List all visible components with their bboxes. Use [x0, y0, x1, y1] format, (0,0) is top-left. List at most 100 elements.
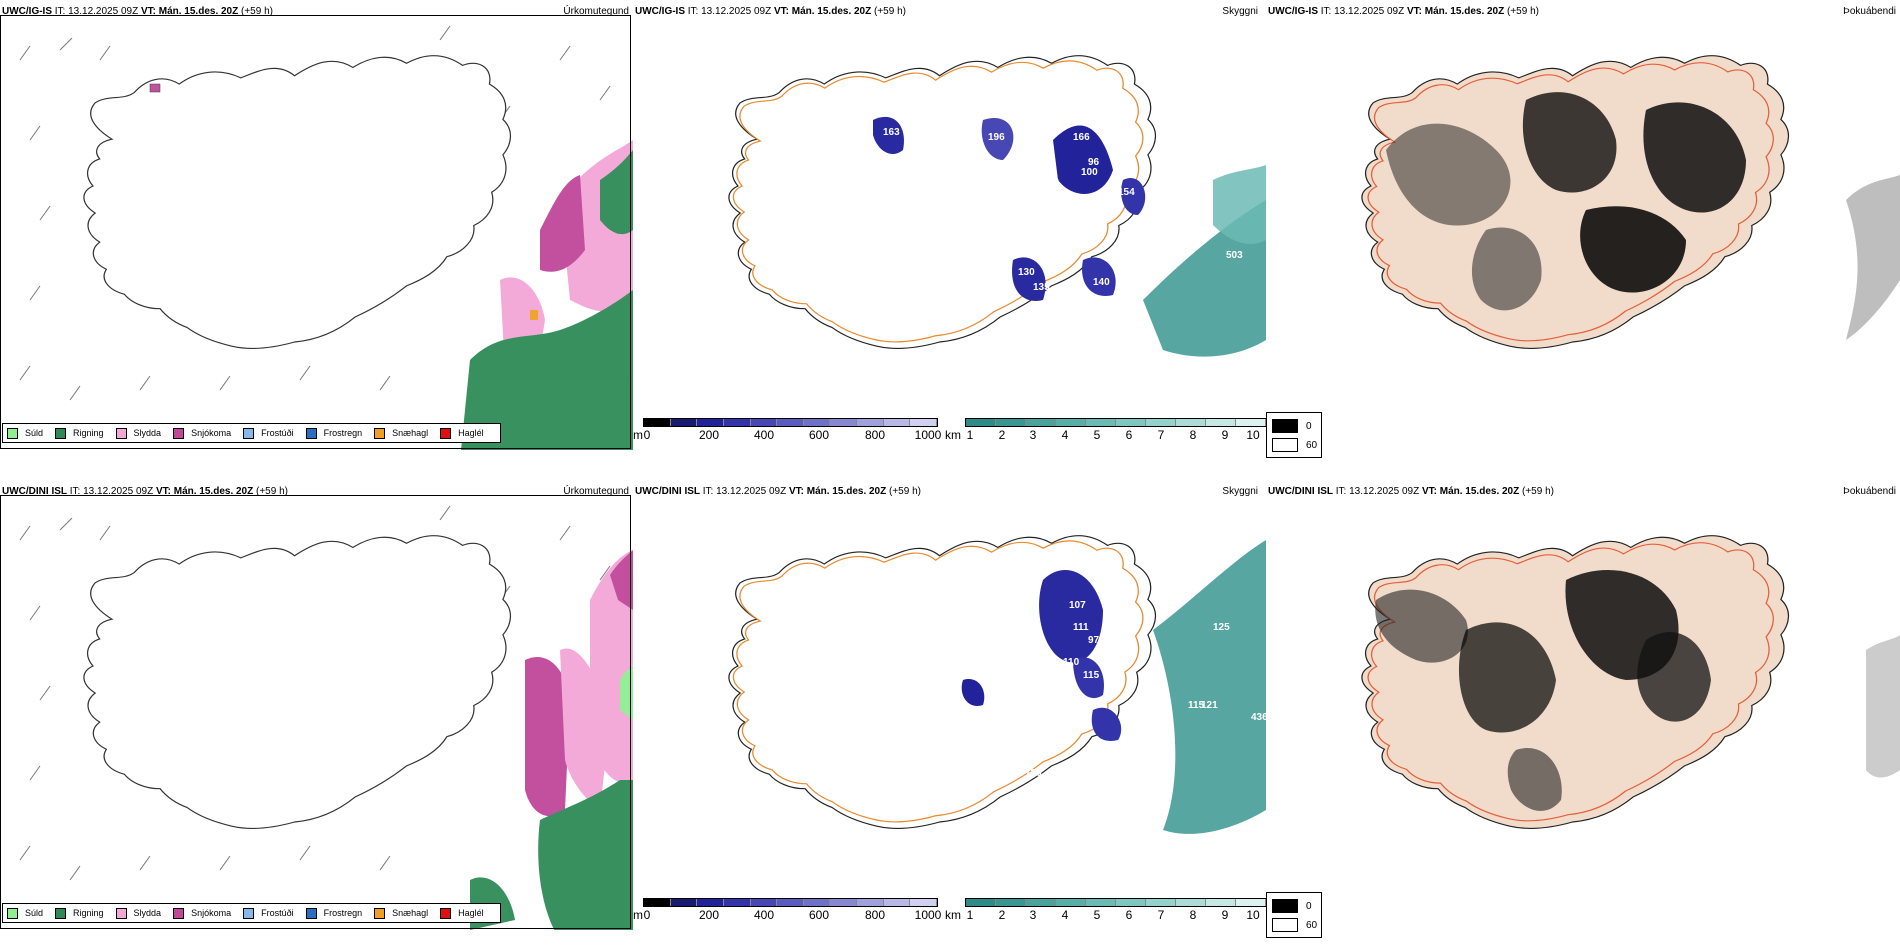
- legend-swatch: [115, 907, 127, 919]
- precip-map-bottom: [19, 505, 633, 930]
- cloud-label: 115: [1083, 670, 1100, 681]
- cloud-labels: 163 144 196 166 96 90 100 154 177 112 85…: [843, 127, 1243, 308]
- legend-item: Snjókoma: [173, 907, 231, 919]
- cloud-label: 107: [1069, 600, 1086, 611]
- cloud-label: 68: [1053, 297, 1065, 308]
- legend-item: Snjókoma: [173, 427, 231, 439]
- cloud-base-unit: m: [633, 428, 643, 442]
- fog-panel-top: UWC/IG-IS IT: 13.12.2025 09Z VT: Mán. 15…: [1266, 0, 1900, 450]
- vbar-tick: 6: [1125, 428, 1133, 442]
- vbar-tick: 1: [966, 908, 974, 922]
- cloud-label: 154: [1118, 187, 1135, 198]
- vbar-tick: 10: [1246, 428, 1260, 442]
- cbar-tick: 1000: [914, 428, 942, 442]
- legend-swatch: [440, 427, 452, 439]
- cbar-tick: 200: [698, 908, 720, 922]
- cloud-map-bottom: 107 111 97 110 125 115 106 115 121 102 1…: [728, 535, 1266, 834]
- cloud-label: 121: [1201, 700, 1218, 711]
- cloud-label: 111: [1073, 622, 1089, 633]
- cloud-labels: 107 111 97 110 125 115 106 115 121 102 1…: [993, 600, 1266, 779]
- panel-header: UWC/IG-IS IT: 13.12.2025 09Z VT: Mán. 15…: [1268, 6, 1539, 17]
- fog-legend-swatch: [1272, 419, 1298, 433]
- legend-item: Rigning: [55, 427, 104, 439]
- fog-map-bottom: [1361, 535, 1900, 829]
- cloud-label: 115: [1188, 700, 1205, 711]
- precip-panel-bottom: UWC/DINI ISL IT: 13.12.2025 09Z VT: Mán.…: [0, 480, 633, 930]
- vbar-tick: 6: [1125, 908, 1133, 922]
- cbar-tick: 800: [864, 908, 886, 922]
- fog-legend-item: 0: [1272, 899, 1312, 913]
- cloud-label: 503: [1226, 250, 1243, 261]
- cloud-label: 130: [1025, 768, 1042, 779]
- precip-fields: [149, 83, 633, 450]
- legend-swatch: [7, 427, 18, 439]
- vbar-tick: 2: [998, 428, 1006, 442]
- cbar-tick: 600: [808, 908, 830, 922]
- cbar-tick: 0: [643, 908, 651, 922]
- legend-swatch: [55, 907, 67, 919]
- legend-swatch: [173, 907, 185, 919]
- precip-panel-top: UWC/IG-IS IT: 13.12.2025 09Z VT: Mán. 15…: [0, 0, 633, 450]
- legend-swatch: [55, 427, 67, 439]
- fog-legend-item: 60: [1272, 918, 1317, 932]
- vbar-tick: 7: [1157, 908, 1165, 922]
- legend-item: Frostregn: [305, 907, 362, 919]
- iceland-outline: [728, 55, 1157, 349]
- cloud-label: 112: [946, 245, 963, 256]
- vbar-tick: 8: [1189, 908, 1197, 922]
- legend-item: Frostúði: [243, 907, 294, 919]
- fog-legend-swatch: [1272, 438, 1298, 452]
- legend-item: Snæhagl: [374, 427, 428, 439]
- visibility-unit: km: [945, 428, 961, 442]
- legend-swatch: [440, 907, 452, 919]
- legend-swatch: [7, 907, 18, 919]
- vbar-tick: 4: [1061, 908, 1069, 922]
- cloud-label: 140: [1093, 277, 1110, 288]
- panel-header: UWC/DINI ISL IT: 13.12.2025 09Z VT: Mán.…: [635, 486, 921, 497]
- cloud-base-unit: m: [633, 908, 643, 922]
- legend-swatch: [243, 907, 255, 919]
- cloud-label: 130: [1018, 267, 1035, 278]
- cloud-label: 90: [1048, 177, 1060, 188]
- cloud-base-fields: [873, 116, 1266, 357]
- cbar-tick: 0: [643, 428, 651, 442]
- fog-legend-bottom: 0 60: [1266, 892, 1322, 938]
- fog-legend-item: 60: [1272, 438, 1317, 452]
- legend-item: Súld: [7, 427, 43, 439]
- fog-map-top: [1361, 55, 1900, 349]
- cbar-tick: 1000: [914, 908, 942, 922]
- cloud-panel-bottom: 107 111 97 110 125 115 106 115 121 102 1…: [633, 480, 1266, 930]
- panel-title: Skyggni: [1222, 486, 1258, 497]
- cbar-tick: 400: [753, 428, 775, 442]
- vbar-tick: 4: [1061, 428, 1069, 442]
- fog-panel-bottom: UWC/DINI ISL IT: 13.12.2025 09Z VT: Mán.…: [1266, 480, 1900, 930]
- legend-item: Súld: [7, 907, 43, 919]
- panel-header: UWC/IG-IS IT: 13.12.2025 09Z VT: Mán. 15…: [2, 6, 273, 17]
- legend-swatch: [305, 427, 317, 439]
- cloud-label: 144: [943, 127, 960, 138]
- cloud-label: 177: [843, 210, 860, 221]
- legend-swatch: [374, 427, 386, 439]
- legend-item: Haglél: [440, 427, 484, 439]
- cloud-label: 110: [1063, 657, 1080, 668]
- fog-fields: [1375, 570, 1900, 811]
- vbar-tick: 10: [1246, 908, 1260, 922]
- iceland-outline: [83, 55, 512, 349]
- cloud-label: 166: [1073, 132, 1090, 143]
- visibility-unit: km: [945, 908, 961, 922]
- panel-title: Úrkomutegund: [563, 486, 629, 497]
- precip-map-top: [19, 25, 633, 450]
- cloud-label: 85: [1119, 262, 1131, 273]
- cloud-label: 100: [1081, 167, 1098, 178]
- panel-title: Skyggni: [1222, 6, 1258, 17]
- vbar-tick: 5: [1093, 908, 1101, 922]
- panel-title: Þokuábendi: [1843, 6, 1896, 17]
- legend-item: Snæhagl: [374, 907, 428, 919]
- cloud-label: 196: [988, 132, 1005, 143]
- fog-legend-swatch: [1272, 899, 1298, 913]
- visibility-colorbar: km 1 2 3 4 5 6 7 8 9 10: [945, 898, 1266, 926]
- vbar-tick: 1: [966, 428, 974, 442]
- cloud-label: 163: [883, 127, 900, 138]
- cloud-label: 96: [1088, 157, 1100, 168]
- cloud-label: 102: [1113, 740, 1130, 751]
